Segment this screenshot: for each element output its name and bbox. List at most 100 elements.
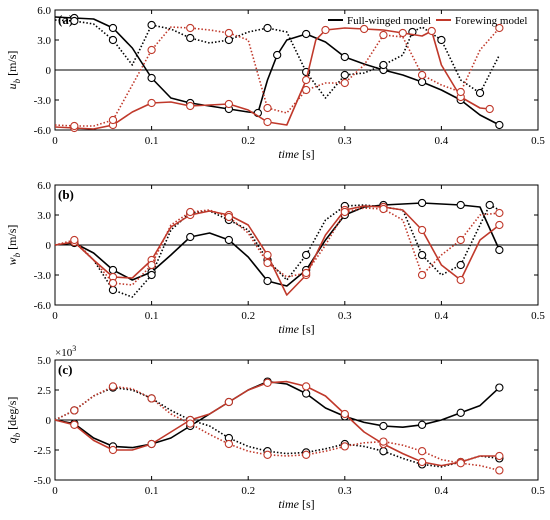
data-point-marker [147,394,156,403]
data-point-marker [302,75,311,85]
data-point-marker [224,99,234,109]
data-point-marker [108,382,118,391]
panel-label: (c) [58,362,72,377]
data-point-marker [108,115,118,125]
data-point-marker [379,30,388,40]
data-point-marker [398,28,407,38]
panel-label: (a) [58,12,73,27]
panel-1: 0 0.1 0.2 0.3 0.4 0.5 -6.0 -3.0 0 3.0 6.0 time [s] u… [5,5,545,161]
data-point-marker [108,278,118,288]
data-point-marker [147,98,156,108]
series-line-4 [54,207,500,286]
data-point-marker [417,447,427,456]
y-tick-label: -6.0 [34,125,52,137]
data-point-marker [108,265,118,275]
data-point-marker [108,445,118,455]
data-point-marker [456,235,465,245]
data-point-marker [379,447,388,456]
legend-label-full-winged: Full-winged model [347,15,431,27]
y-axis-label: ub [m/s] [5,51,22,90]
x-tick-label: 0.3 [338,310,352,322]
y-tick-label: -2.5 [34,445,52,457]
panel-2: 0 0.1 0.2 0.3 0.4 0.5 -6.0 -3.0 0 3.0 6.0 time [s] w… [5,180,545,336]
y-tick-label: 6.0 [37,180,51,192]
data-point-marker [495,120,504,130]
data-point-marker [186,101,195,111]
data-point-marker [263,378,272,387]
data-point-marker [147,260,156,270]
data-point-marker [417,70,427,80]
chart-panels: 0 0.1 0.2 0.3 0.4 0.5 -6.0 -3.0 0 3.0 6.0 time [s] u… [5,5,545,511]
y-tick-label: -5.0 [34,475,52,487]
data-point-marker [379,437,388,446]
data-point-marker [263,23,272,33]
data-point-marker [302,382,311,391]
data-point-marker [302,389,311,398]
x-tick-label: 0.3 [338,485,352,497]
x-axis-label: time [s] [278,497,314,511]
x-tick-label: 0 [52,485,58,497]
data-point-marker [340,409,349,419]
y-multiplier: ×103 [55,344,76,359]
data-point-marker [456,200,465,210]
data-point-marker [302,29,311,39]
y-tick-label: 2.5 [37,385,51,397]
data-point-marker [456,408,465,417]
data-point-marker [224,235,234,245]
data-point-marker [302,250,311,260]
data-point-marker [263,250,272,260]
data-point-marker [417,420,427,429]
x-tick-label: 0.4 [435,135,449,147]
data-point-marker [263,258,272,268]
data-point-marker [475,88,485,98]
y-tick-label: -6.0 [34,300,52,312]
data-point-marker [359,24,369,34]
data-point-marker [495,23,504,33]
data-point-marker [495,466,504,475]
y-tick-label: 0 [46,65,52,77]
x-tick-label: 0.2 [241,135,255,147]
y-tick-label: 6.0 [37,5,51,17]
y-tick-label: 5.0 [37,355,51,367]
data-point-marker [147,45,156,55]
data-point-marker [263,103,272,113]
data-point-marker [340,52,349,62]
x-tick-label: 0.1 [145,135,159,147]
x-tick-label: 0.5 [531,485,545,497]
series-line-1 [54,380,500,449]
data-point-marker [340,442,349,451]
panel-label: (b) [58,187,74,202]
series-line-2 [54,19,501,99]
data-point-marker [456,87,465,97]
data-point-marker [70,420,79,429]
y-axis-label: qb [deg/s] [5,397,22,444]
data-point-marker [340,207,349,217]
data-point-marker [485,200,494,210]
data-point-marker [108,35,118,45]
legend-label-forewing: Forewing model [455,15,527,27]
data-point-marker [340,78,349,88]
data-point-marker [224,397,234,407]
data-point-marker [379,60,388,70]
data-point-marker [379,204,388,214]
y-tick-label: 3.0 [37,35,51,47]
x-tick-label: 0 [52,135,58,147]
x-tick-label: 0.4 [435,310,449,322]
panel-3: 0 0.1 0.2 0.3 0.4 0.5 -5.0 -2.5 0 2.5 5.0 time [s] q… [5,344,545,511]
x-axis-label: time [s] [278,147,314,161]
data-point-marker [224,35,234,45]
data-point-marker [495,245,504,255]
data-point-marker [263,276,272,286]
data-point-marker [485,104,494,114]
data-point-marker [340,70,349,80]
x-axis-label: time [s] [278,322,314,336]
data-point-marker [456,275,465,285]
x-tick-label: 0.5 [531,135,545,147]
data-point-marker [379,421,388,431]
x-tick-label: 0.4 [435,485,449,497]
data-point-marker [417,198,427,208]
data-point-marker [70,16,79,26]
data-point-marker [263,450,272,459]
data-point-marker [417,270,427,280]
data-point-marker [456,260,465,270]
